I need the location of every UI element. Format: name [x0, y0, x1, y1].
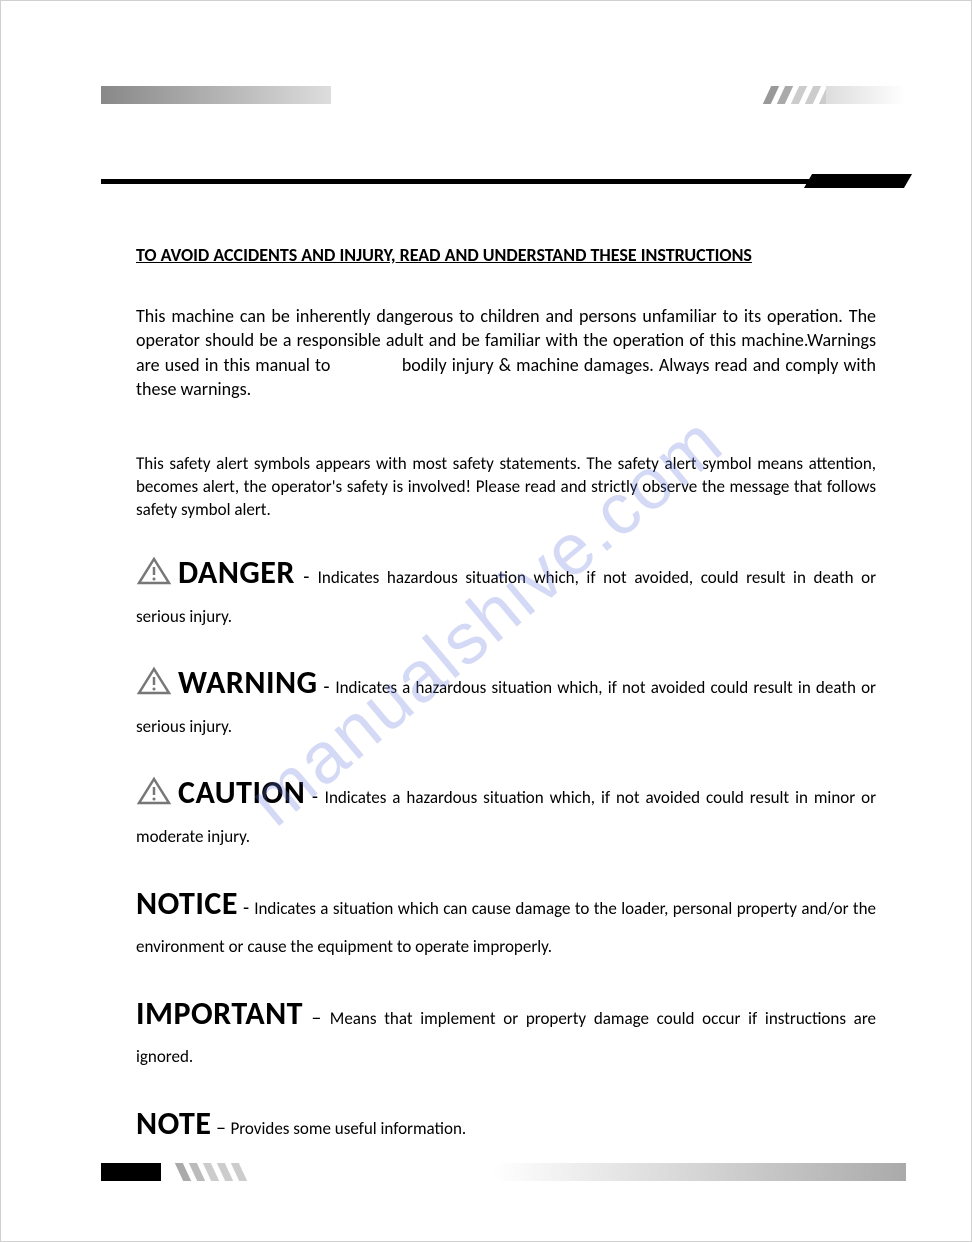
header-gradient-left	[101, 86, 331, 104]
separator: -	[305, 785, 324, 809]
danger-block: DANGER - Indicates hazardous situation w…	[136, 544, 876, 632]
footer-slash-group	[179, 1163, 243, 1181]
footer-gradient	[493, 1163, 906, 1181]
caution-block: CAUTION - Indicates a hazardous situatio…	[136, 764, 876, 852]
note-block: NOTE – Provides some useful information.	[136, 1095, 876, 1153]
header-slash-group	[767, 86, 831, 104]
warning-triangle-icon	[136, 776, 172, 817]
slash-mark	[231, 1163, 247, 1181]
slash-mark	[189, 1163, 205, 1181]
caution-label: CAUTION	[178, 773, 305, 812]
content-area: TO AVOID ACCIDENTS AND INJURY, READ AND …	[41, 244, 931, 1153]
warning-label: WARNING	[178, 663, 317, 702]
separator: –	[303, 1006, 330, 1030]
slash-mark	[217, 1163, 233, 1181]
intro-paragraph-2: This safety alert symbols appears with m…	[136, 453, 876, 522]
separator: –	[211, 1116, 230, 1140]
separator: -	[295, 565, 318, 589]
danger-label: DANGER	[178, 553, 295, 592]
separator: -	[238, 896, 254, 920]
warning-triangle-icon	[136, 556, 172, 597]
note-label: NOTE	[136, 1104, 211, 1143]
intro-paragraph-1: This machine can be inherently dangerous…	[136, 304, 876, 401]
note-text: Provides some useful information.	[230, 1118, 466, 1139]
main-heading: TO AVOID ACCIDENTS AND INJURY, READ AND …	[136, 244, 876, 266]
document-page: TO AVOID ACCIDENTS AND INJURY, READ AND …	[1, 1, 971, 1241]
header-gradient-right	[826, 86, 906, 104]
separator: -	[317, 675, 335, 699]
notice-block: NOTICE - Indicates a situation which can…	[136, 875, 876, 963]
important-label: IMPORTANT	[136, 994, 303, 1033]
important-block: IMPORTANT – Means that implement or prop…	[136, 985, 876, 1073]
footer-black-box	[101, 1163, 161, 1181]
header-decorative-bar	[41, 86, 931, 104]
warning-triangle-icon	[136, 666, 172, 707]
warning-block: WARNING - Indicates a hazardous situatio…	[136, 654, 876, 742]
black-section-rule	[101, 179, 906, 184]
slash-mark	[203, 1163, 219, 1181]
slash-mark	[175, 1163, 191, 1181]
footer-decorative-bar	[101, 1163, 906, 1181]
notice-label: NOTICE	[136, 884, 238, 923]
